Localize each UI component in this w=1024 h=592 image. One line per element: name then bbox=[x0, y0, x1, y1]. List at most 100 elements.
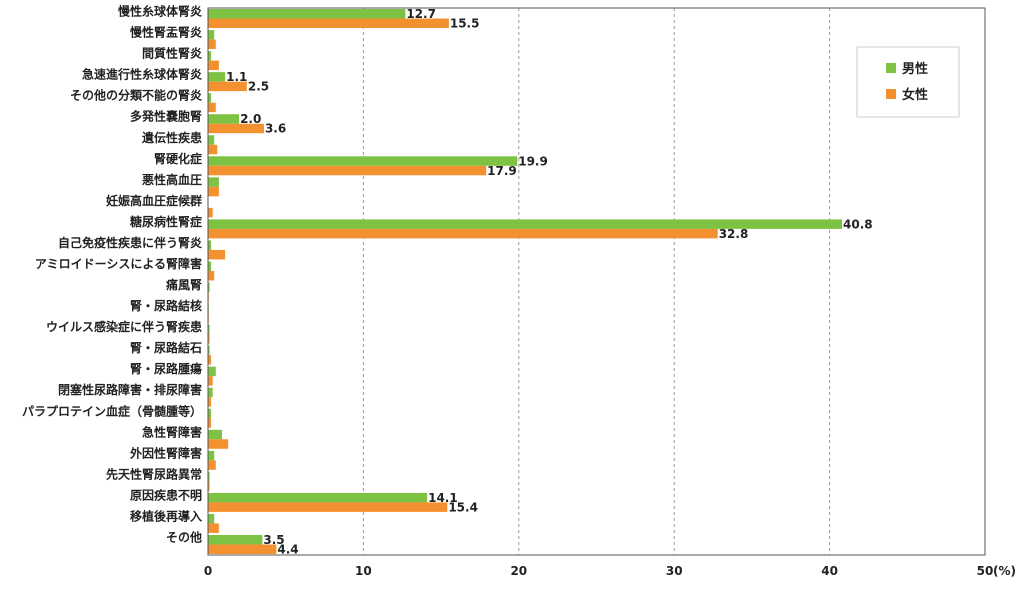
bar-male bbox=[208, 408, 212, 419]
bar-female bbox=[208, 439, 229, 449]
category-label: その他の分類不能の腎炎 bbox=[70, 88, 202, 103]
category-labels: 慢性糸球体腎炎慢性腎盂腎炎間質性腎炎急速進行性糸球体腎炎その他の分類不能の腎炎多… bbox=[22, 4, 202, 545]
x-tick-label: 10 bbox=[355, 564, 372, 578]
bar-male bbox=[208, 492, 428, 503]
bar-male bbox=[208, 429, 222, 440]
x-tick-label: 20 bbox=[510, 564, 527, 578]
bar-female bbox=[208, 18, 449, 29]
data-label: 14.1 bbox=[428, 491, 458, 505]
bar-male bbox=[208, 114, 240, 124]
category-label: パラプロテイン血症（骨髄腫等） bbox=[22, 403, 202, 418]
category-label: 慢性腎盂腎炎 bbox=[130, 25, 202, 40]
category-label: 腎・尿路腫瘍 bbox=[130, 361, 202, 376]
bar-female bbox=[208, 144, 218, 155]
bar-male bbox=[208, 240, 212, 250]
bar-female bbox=[208, 102, 216, 113]
bar-female bbox=[208, 249, 226, 260]
bar-female bbox=[208, 39, 216, 50]
bar-female bbox=[208, 544, 277, 554]
data-label: 4.4 bbox=[277, 542, 298, 556]
data-label: 1.1 bbox=[226, 70, 247, 84]
category-label: 急速進行性糸球体腎炎 bbox=[82, 67, 202, 82]
category-label: 原因疾患不明 bbox=[130, 487, 202, 502]
x-tick-label: 30 bbox=[666, 564, 683, 578]
bar-male bbox=[208, 135, 215, 145]
bar-female bbox=[208, 502, 448, 512]
category-label: 腎・尿路結核 bbox=[130, 298, 202, 313]
category-label: 自己免疫性疾患に伴う腎炎 bbox=[58, 235, 202, 250]
bar-female bbox=[208, 270, 215, 281]
bar-female bbox=[208, 228, 718, 239]
bar-male bbox=[208, 219, 843, 229]
category-label: 遺伝性疾患 bbox=[141, 130, 202, 145]
bar-female bbox=[208, 397, 212, 407]
category-label: 妊娠高血圧症候群 bbox=[106, 193, 202, 208]
data-label: 40.8 bbox=[843, 217, 873, 231]
legend-swatch bbox=[886, 89, 896, 99]
bar-male bbox=[208, 387, 213, 398]
bar-male bbox=[208, 9, 406, 19]
x-axis-ticks: 0 10 20 30 40 50 bbox=[204, 564, 994, 578]
category-label: 腎・尿路結石 bbox=[130, 340, 202, 355]
data-label: 17.9 bbox=[487, 164, 517, 178]
bar-female bbox=[208, 207, 213, 218]
data-label: 3.6 bbox=[265, 122, 286, 136]
data-label: 3.5 bbox=[263, 533, 284, 547]
category-label: 悪性高血圧 bbox=[142, 172, 202, 187]
data-label: 12.7 bbox=[406, 7, 436, 21]
legend-swatch bbox=[886, 63, 896, 73]
data-labels: 12.7 15.5 1.12.5 2.0 3.6 19.917.9 40.8 32.8 14.1… bbox=[226, 7, 873, 556]
category-label: 急性腎障害 bbox=[142, 424, 202, 439]
category-label: 腎硬化症 bbox=[154, 151, 202, 166]
bar-female bbox=[208, 81, 247, 92]
bar-female bbox=[208, 186, 219, 197]
plot-frame bbox=[207, 7, 986, 556]
bar-male bbox=[208, 51, 212, 61]
bar-male bbox=[208, 282, 210, 293]
category-label: 慢性糸球体腎炎 bbox=[118, 4, 202, 19]
category-label: アミロイドーシスによる腎障害 bbox=[35, 256, 202, 271]
category-label: 先天性腎尿路異常 bbox=[106, 466, 202, 481]
category-label: 外因性腎障害 bbox=[130, 445, 202, 460]
bar-male bbox=[208, 261, 212, 271]
bar-male bbox=[208, 72, 226, 82]
data-label: 19.9 bbox=[518, 154, 548, 168]
category-label: 多発性嚢胞腎 bbox=[130, 109, 202, 124]
bar-male bbox=[208, 30, 215, 40]
data-label: 15.4 bbox=[448, 500, 478, 514]
category-label: 閉塞性尿路障害・排尿障害 bbox=[58, 382, 202, 397]
grid-lines bbox=[362, 8, 831, 555]
bar-female bbox=[208, 165, 487, 176]
category-label: その他 bbox=[166, 529, 202, 544]
x-tick-label: 0 bbox=[204, 564, 212, 578]
bar-female bbox=[208, 481, 210, 491]
bar-female bbox=[208, 334, 210, 344]
bar-male bbox=[208, 324, 210, 335]
category-label: 間質性腎炎 bbox=[142, 46, 202, 61]
bar-male bbox=[208, 534, 263, 545]
legend-entry: 男性 bbox=[902, 61, 928, 77]
bar-female bbox=[208, 418, 212, 428]
bar-male bbox=[208, 177, 219, 187]
x-axis-unit: (%) bbox=[993, 564, 1016, 578]
data-label: 32.8 bbox=[719, 227, 749, 241]
legend-entry: 女性 bbox=[902, 87, 928, 103]
bar-male bbox=[208, 471, 210, 482]
category-label: 痛風腎 bbox=[165, 277, 202, 292]
bar-male bbox=[208, 366, 216, 377]
legend-box bbox=[856, 46, 960, 118]
bar-female bbox=[208, 60, 219, 71]
bar-male bbox=[208, 93, 212, 103]
data-label: 2.5 bbox=[248, 80, 269, 94]
data-label: 2.0 bbox=[240, 112, 261, 126]
x-tick-label: 40 bbox=[821, 564, 838, 578]
bar-male bbox=[208, 450, 215, 461]
bar-male bbox=[208, 513, 215, 524]
bar-female bbox=[208, 460, 216, 470]
x-tick-label: 50 bbox=[977, 564, 994, 578]
category-label: 移植後再導入 bbox=[130, 508, 202, 523]
bar-male bbox=[208, 345, 210, 356]
